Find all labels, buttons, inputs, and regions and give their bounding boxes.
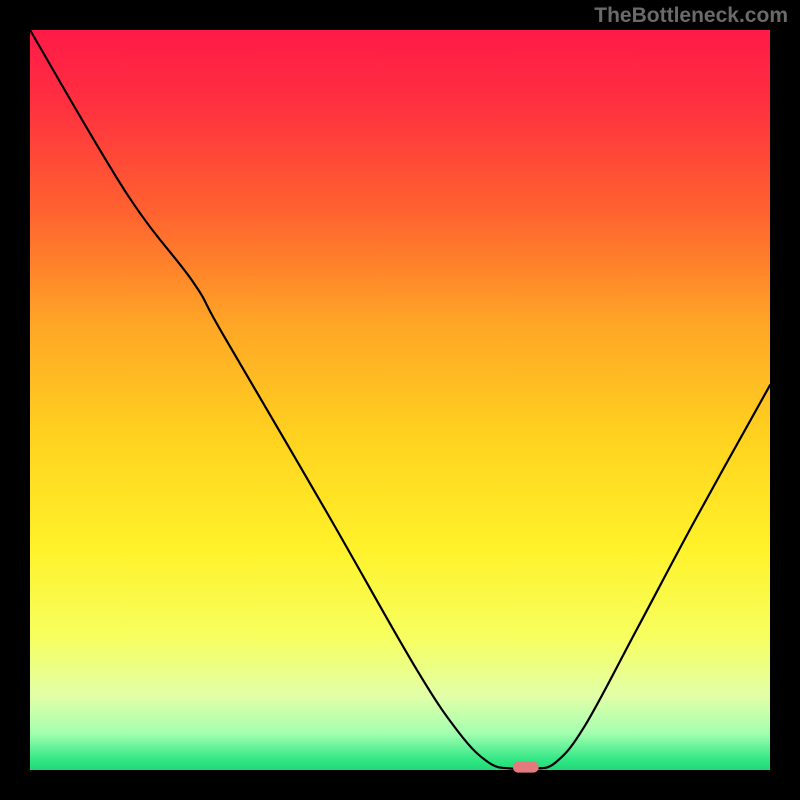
- chart-container: TheBottleneck.com: [0, 0, 800, 800]
- optimum-marker: [513, 761, 539, 772]
- plot-background: [30, 30, 770, 770]
- watermark-text: TheBottleneck.com: [594, 4, 788, 28]
- bottleneck-chart: [0, 0, 800, 800]
